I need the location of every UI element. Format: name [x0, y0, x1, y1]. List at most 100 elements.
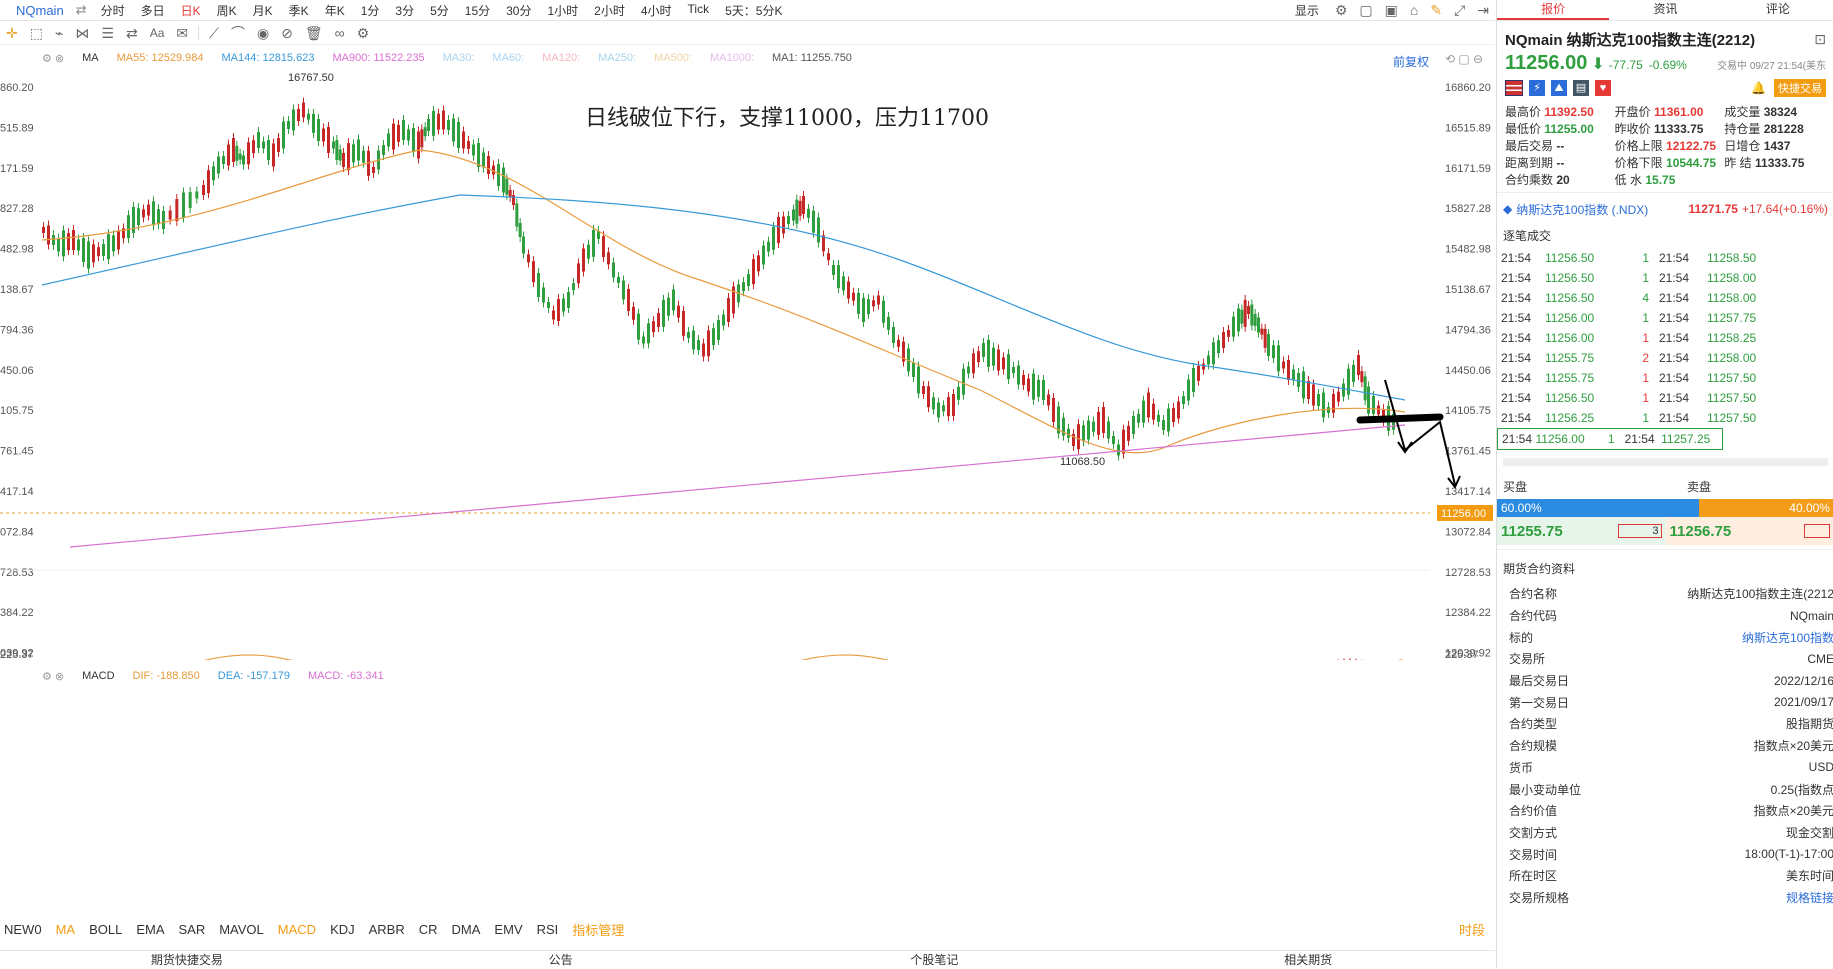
ma-legend-item[interactable]: MA1: 11255.750 [772, 52, 852, 64]
ma-legend-item[interactable]: MA60: [492, 52, 525, 64]
indicator-tab[interactable]: CR [418, 921, 438, 937]
ma-legend-item[interactable]: MA500: [654, 52, 692, 64]
candle-body [795, 199, 799, 224]
quick-trade-button[interactable]: 快捷交易 [1774, 79, 1826, 97]
indicator-tab[interactable]: RSI [536, 921, 559, 937]
indicator-tab[interactable]: EMA [136, 921, 165, 937]
indicator-tab[interactable]: MAVOL [219, 921, 264, 937]
indicator-tab[interactable]: KDJ [330, 921, 355, 937]
spec-value[interactable]: 规格链接 [1785, 890, 1833, 905]
ruler-icon[interactable]: ⟋ [209, 24, 219, 41]
period-tab[interactable]: 3分 [395, 3, 415, 18]
note-icon[interactable]: ▤ [1573, 80, 1589, 96]
message-icon[interactable]: ✉ [176, 24, 189, 41]
period-tab[interactable]: 15分 [464, 3, 491, 18]
quote-tab[interactable]: 报价 [1497, 0, 1610, 20]
fullscreen-icon[interactable]: ⤢ [1454, 1, 1466, 18]
period-tab[interactable]: Tick [687, 1, 710, 16]
index-row[interactable]: ◆ 纳斯达克100指数 (.NDX) 11271.75 +17.64(+0.16… [1497, 192, 1833, 219]
footer-tab[interactable]: 相关期货 [1284, 953, 1333, 967]
symbol-selector[interactable]: NQmain [16, 2, 64, 18]
footer-tab[interactable]: 个股笔记 [910, 953, 959, 967]
period-tab[interactable]: 1分 [360, 3, 380, 18]
macd-label[interactable]: MACD [82, 670, 115, 682]
indicator-tab[interactable]: MACD [277, 921, 317, 937]
spec-value[interactable]: 纳斯达克100指数 [1741, 630, 1833, 645]
quote-tab[interactable]: 资讯 [1653, 2, 1678, 16]
session-button[interactable]: 时段 [1458, 922, 1485, 938]
ma-legend-item[interactable]: MA120: [542, 52, 581, 64]
display-menu[interactable]: 显示 [1294, 3, 1319, 18]
collapse-icon[interactable]: ⇥ [1477, 1, 1489, 18]
heart-icon[interactable]: ♥ [1595, 80, 1611, 96]
period-tab[interactable]: 分时 [100, 3, 125, 18]
line-tool-icon[interactable]: ⋈ [75, 24, 90, 41]
indicator-tab[interactable]: NEW0 [4, 921, 42, 937]
eye-icon[interactable]: ◉ [256, 24, 270, 41]
bell-icon[interactable]: 🔔 [1751, 81, 1766, 95]
scrollbar[interactable] [1503, 458, 1828, 466]
trash-icon[interactable]: 🗑 [304, 24, 323, 41]
text-icon[interactable]: Aa [149, 26, 165, 40]
period-tab[interactable]: 4小时 [640, 3, 672, 18]
indicator-tab[interactable]: EMV [494, 921, 523, 937]
price-tick-left: 794.36 [0, 324, 34, 336]
period-tab[interactable]: 多日 [140, 3, 165, 18]
period-tab[interactable]: 季K [288, 3, 309, 18]
list-icon[interactable]: ☰ [101, 24, 114, 41]
macd-settings-icon[interactable]: ⚙ ⊗ [42, 671, 65, 683]
indicator-tab[interactable]: MA [55, 921, 76, 937]
period-tab[interactable]: 5分 [430, 3, 449, 18]
lightning-icon[interactable]: ⚡ [1529, 80, 1545, 96]
screenshot-icon[interactable]: ▣ [1384, 1, 1398, 18]
ask-price[interactable]: 11256.75 [1669, 522, 1732, 540]
magnet-icon[interactable]: ⌁ [54, 24, 64, 41]
arc-icon[interactable]: ⌒ [230, 25, 245, 41]
period-tab[interactable]: 5天：5分K [725, 3, 783, 18]
period-tab[interactable]: 月K [252, 3, 273, 18]
arrows-icon[interactable]: ⇄ [125, 24, 138, 41]
ma-legend-item[interactable]: MA250: [598, 52, 637, 64]
ma-legend-item[interactable]: MA144: 12815.623 [221, 52, 315, 64]
period-tab[interactable]: 周K [216, 3, 237, 18]
index-name[interactable]: 纳斯达克100指数 (.NDX) [1516, 202, 1649, 217]
ma-label[interactable]: MA [82, 52, 99, 64]
period-tab[interactable]: 30分 [506, 3, 532, 18]
rect-select-icon[interactable]: ⬚ [29, 24, 43, 41]
lock-icon[interactable]: ⊘ [281, 24, 293, 41]
adjust-button[interactable]: 前复权 [1393, 55, 1430, 69]
chart-icon[interactable]: ⛰ [1551, 80, 1567, 96]
link-icon[interactable]: ∞ [334, 25, 345, 41]
ma-legend-item[interactable]: MA900: 11522.235 [332, 52, 425, 64]
legend-settings-icon[interactable]: ⚙ ⊗ [42, 53, 65, 65]
indicator-tab[interactable]: BOLL [89, 921, 123, 937]
compare-icon[interactable]: ⇄ [75, 2, 87, 17]
layout-icon[interactable]: ▢ [1359, 1, 1373, 18]
quote-tab[interactable]: 评论 [1765, 2, 1790, 16]
indicator-tab[interactable]: 指标管理 [572, 922, 625, 938]
indicator-tab[interactable]: SAR [178, 921, 206, 937]
period-tab[interactable]: 日K [180, 3, 201, 18]
candle-body [1102, 407, 1105, 433]
footer-tab[interactable]: 公告 [548, 953, 573, 967]
crosshair-icon[interactable]: ✛ [6, 24, 18, 41]
indicator-tab[interactable]: DMA [451, 921, 481, 937]
period-tab[interactable]: 1小时 [547, 3, 579, 18]
ma-legend-item[interactable]: MA1000: [709, 52, 755, 64]
reset-icon[interactable]: ⟲ ▢ ⊖ [1445, 52, 1484, 66]
ma-legend-item[interactable]: MA30: [442, 52, 475, 64]
footer-tab[interactable]: 期货快捷交易 [150, 953, 223, 967]
ma-legend-item[interactable]: MA55: 12529.984 [116, 52, 204, 64]
indicator-tab[interactable]: ARBR [368, 921, 405, 937]
candle-body [322, 128, 325, 142]
gear-icon[interactable]: ⚙ [356, 24, 370, 41]
settings-icon[interactable]: ⚙ [1334, 1, 1348, 18]
pen-icon[interactable]: ✎ [1430, 1, 1443, 18]
period-tab[interactable]: 年K [324, 3, 345, 18]
period-tab[interactable]: 2小时 [594, 3, 625, 18]
close-icon[interactable]: ⊡ [1814, 31, 1826, 47]
stat-cell: 最低价 11255.00 [1505, 120, 1615, 137]
kline-chart[interactable]: 16860.20 16515.89 16171.59 15827.28 15482.98… [0, 50, 1495, 660]
camera-icon[interactable]: ⌂ [1409, 2, 1419, 18]
bid-price[interactable]: 11255.75 [1501, 522, 1563, 540]
